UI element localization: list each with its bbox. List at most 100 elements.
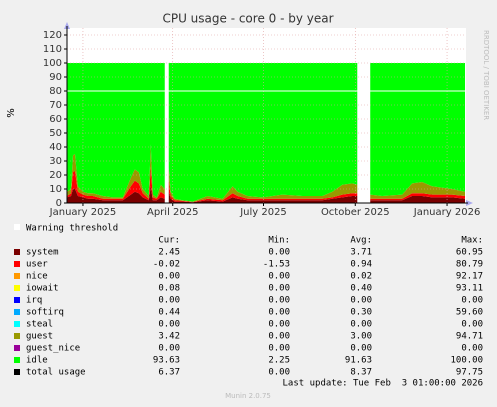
stat-header: Max: xyxy=(461,236,483,246)
stat-value: 0.00 xyxy=(461,296,483,306)
legend-label: iowait xyxy=(26,284,59,294)
stat-value: 0.00 xyxy=(158,320,180,330)
legend-swatch xyxy=(14,273,20,279)
side-note: RRDTOOL / TOBI OETIKER xyxy=(482,30,490,120)
stat-value: 0.00 xyxy=(268,320,290,330)
legend-label: user xyxy=(26,260,48,270)
stat-header: Cur: xyxy=(158,236,180,246)
y-tick-label: 40 xyxy=(49,142,62,153)
stat-value: 3.71 xyxy=(350,248,372,258)
stat-value: 0.00 xyxy=(268,248,290,258)
last-update: Last update: Tue Feb 3 01:00:00 2026 xyxy=(283,379,483,389)
area-system xyxy=(67,186,465,203)
legend-swatch xyxy=(14,309,20,315)
stat-value: 97.75 xyxy=(456,368,483,378)
legend-label: guest_nice xyxy=(26,344,80,354)
stat-value: 0.00 xyxy=(350,296,372,306)
stat-value: 59.60 xyxy=(456,308,483,318)
stat-value: 0.94 xyxy=(350,260,372,270)
legend: Warning threshold Cur: Min: Avg: Max: system 2… xyxy=(14,224,483,378)
legend-label: idle xyxy=(26,356,48,366)
legend-swatch xyxy=(14,321,20,327)
y-tick-label: 0 xyxy=(56,198,62,209)
footer: Munin 2.0.75 xyxy=(225,392,271,400)
stat-value: 6.37 xyxy=(158,368,180,378)
y-tick-label: 10 xyxy=(49,184,62,195)
stat-value: 0.08 xyxy=(158,284,180,294)
stat-value: 0.00 xyxy=(268,368,290,378)
stat-value: 92.17 xyxy=(456,272,483,282)
legend-label: Warning threshold xyxy=(26,224,118,234)
stat-value: 0.00 xyxy=(461,320,483,330)
y-tick-label: 70 xyxy=(49,100,62,111)
legend-swatch xyxy=(14,261,20,267)
stat-value: 60.95 xyxy=(456,248,483,258)
stat-value: 93.63 xyxy=(153,356,180,366)
stat-value: 8.37 xyxy=(350,368,372,378)
x-tick-label: July 2025 xyxy=(239,207,287,218)
legend-label: softirq xyxy=(26,308,64,318)
legend-label: guest xyxy=(26,332,53,342)
stat-value: -1.53 xyxy=(263,260,290,270)
stat-value: 0.00 xyxy=(268,332,290,342)
legend-label: irq xyxy=(26,296,42,306)
stat-value: 93.11 xyxy=(456,284,483,294)
legend-swatch xyxy=(14,369,20,375)
x-tick-label: April 2025 xyxy=(147,207,198,218)
stat-value: 0.00 xyxy=(350,344,372,354)
stat-value: 100.00 xyxy=(450,356,483,366)
legend-label: system xyxy=(26,248,59,258)
stat-value: 0.30 xyxy=(350,308,372,318)
stat-header: Avg: xyxy=(350,236,372,246)
legend-swatch xyxy=(14,333,20,339)
stat-value: 0.00 xyxy=(158,296,180,306)
stat-value: 0.00 xyxy=(268,296,290,306)
y-tick-label: 100 xyxy=(43,58,62,69)
x-tick-label: October 2025 xyxy=(321,207,390,218)
legend-swatch xyxy=(14,297,20,303)
plot xyxy=(67,28,466,204)
x-tick-label: January 2026 xyxy=(413,207,481,218)
stat-value: 2.45 xyxy=(158,248,180,258)
stat-value: 3.42 xyxy=(158,332,180,342)
y-tick-label: 50 xyxy=(49,128,62,139)
legend-swatch xyxy=(14,224,20,230)
stat-value: 0.40 xyxy=(350,284,372,294)
stat-value: 0.00 xyxy=(268,272,290,282)
y-tick-label: 60 xyxy=(49,114,62,125)
y-tick-label: 110 xyxy=(43,44,62,55)
y-tick-label: 120 xyxy=(43,30,62,41)
y-tick-label: 20 xyxy=(49,170,62,181)
x-tick-label: January 2025 xyxy=(49,207,117,218)
stat-value: 0.00 xyxy=(268,344,290,354)
y-tick-label: 90 xyxy=(49,72,62,83)
y-tick-label: 30 xyxy=(49,156,62,167)
legend-swatch xyxy=(14,249,20,255)
y-axis-arrow xyxy=(64,22,70,29)
stat-value: 94.71 xyxy=(456,332,483,342)
stat-value: 0.00 xyxy=(461,344,483,354)
stat-value: 0.00 xyxy=(350,320,372,330)
stat-value: 0.02 xyxy=(350,272,372,282)
stat-header: Min: xyxy=(268,236,290,246)
stat-value: 0.00 xyxy=(268,308,290,318)
stat-value: 0.44 xyxy=(158,308,180,318)
chart-title: CPU usage - core 0 - by year xyxy=(162,12,333,26)
legend-label: total usage xyxy=(26,368,86,378)
stat-value: 2.25 xyxy=(268,356,290,366)
legend-swatch xyxy=(14,285,20,291)
legend-label: nice xyxy=(26,272,48,282)
y-tick-label: 80 xyxy=(49,86,62,97)
stat-value: 3.00 xyxy=(350,332,372,342)
x-axis-arrow xyxy=(466,200,473,206)
stat-value: 0.00 xyxy=(158,272,180,282)
legend-label: steal xyxy=(26,320,53,330)
legend-swatch xyxy=(14,345,20,351)
stat-value: 0.00 xyxy=(268,284,290,294)
stat-value: -0.02 xyxy=(153,260,180,270)
y-axis-label: % xyxy=(6,108,17,118)
area-idle xyxy=(67,63,465,202)
stat-value: 91.63 xyxy=(345,356,372,366)
stat-value: 80.79 xyxy=(456,260,483,270)
